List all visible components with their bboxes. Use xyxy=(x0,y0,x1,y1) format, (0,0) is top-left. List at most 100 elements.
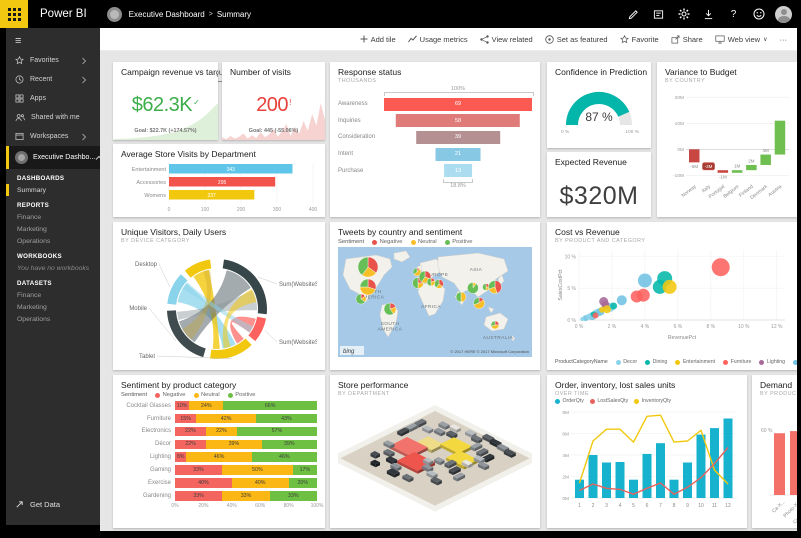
tile-response-status-funnel[interactable]: Response status THOUSANDS 100% Awareness 6… xyxy=(330,62,540,217)
sidebar-item-finance[interactable]: Finance xyxy=(17,291,42,299)
view-related-button[interactable]: View related xyxy=(479,35,533,44)
share-button[interactable]: Share xyxy=(671,35,703,44)
svg-text:Italy: Italy xyxy=(701,184,712,195)
waterfall-svg: 20M10M0M-10M-5MNorway-3MItaly-1MPortugal… xyxy=(673,95,789,201)
svg-text:2: 2 xyxy=(592,503,595,509)
svg-text:7: 7 xyxy=(659,503,662,509)
scatter-legend: ProductCategoryName Decor Dining Entertainm… xyxy=(555,359,797,365)
feedback-icon[interactable] xyxy=(646,0,671,28)
sidebar-item-marketing[interactable]: Marketing xyxy=(17,225,47,233)
svg-text:AUSTRALIA: AUSTRALIA xyxy=(483,335,514,341)
funnel-chart: 100% Awareness 69 Inquiries 58 Consideration 3… xyxy=(338,86,534,212)
tile-title: Sentiment by product category xyxy=(121,380,237,390)
breadcrumb-page[interactable]: Summary xyxy=(216,9,252,19)
svg-text:0M: 0M xyxy=(677,147,684,153)
legend-item[interactable]: Furniture xyxy=(723,359,751,365)
funnel-top-label: 100% xyxy=(450,86,466,92)
tile-cost-vs-revenue-scatter[interactable]: Cost vs Revenue BY PRODUCT AND CATEGORY … xyxy=(547,222,797,370)
tile-title: Variance to Budget xyxy=(665,67,737,77)
sidebar-item-shared-with-me[interactable]: Shared with me xyxy=(6,108,100,127)
sidebar-item-executive-dashboard[interactable]: Executive Dashbo... xyxy=(6,146,103,169)
sidebar-item-operations[interactable]: Operations xyxy=(17,315,51,323)
category-label: Exercise xyxy=(147,479,171,486)
category-label: Cocktail Glasses xyxy=(126,402,171,409)
tile-tweets-map[interactable]: Tweets by country and sentiment Sentimen… xyxy=(330,222,540,370)
get-data-button[interactable]: Get Data xyxy=(15,500,60,509)
sidebar-item-label: Workspaces xyxy=(30,133,69,140)
sidebar-item-recent[interactable]: Recent xyxy=(6,70,100,89)
bar-segment: 46% xyxy=(186,452,252,462)
legend-item[interactable]: Neutral xyxy=(410,239,437,245)
svg-text:1M: 1M xyxy=(734,164,741,169)
set-as-featured-button[interactable]: Set as featured xyxy=(545,35,608,44)
sidebar-item-operations[interactable]: Operations xyxy=(17,237,51,245)
legend-item[interactable]: Positive xyxy=(444,239,473,245)
svg-text:Sum(WebsiteS...: Sum(WebsiteS... xyxy=(279,282,317,288)
tile-order-inventory-combo[interactable]: Order, inventory, lost sales units OVER … xyxy=(547,375,747,528)
sidebar-item-apps[interactable]: Apps xyxy=(6,89,100,108)
user-avatar[interactable] xyxy=(775,5,792,23)
legend-item[interactable]: Negative xyxy=(372,239,403,245)
tile-campaign-revenue-kpi[interactable]: Campaign revenue vs target $62.3K✓ Goal: … xyxy=(113,62,218,140)
legend-item[interactable]: InventoryQty xyxy=(634,398,671,404)
legend-item[interactable]: Positive xyxy=(227,392,256,398)
legend-item[interactable]: Dining xyxy=(645,359,667,365)
app-title[interactable]: Power BI xyxy=(40,8,87,20)
sidebar-section-header: DASHBOARDS xyxy=(17,175,65,182)
download-icon[interactable] xyxy=(696,0,721,28)
sidebar-item-favorites[interactable]: Favorites xyxy=(6,51,100,70)
tile-number-of-visits-kpi[interactable]: Number of visits 200! Goal: 445 (-55.06%) xyxy=(222,62,325,140)
tile-demand[interactable]: Demand BY PRODUC... 60 %Ca-X...Photo-X..… xyxy=(752,375,797,528)
tile-variance-to-budget[interactable]: Variance to Budget BY COUNTRY 20M 10M 0M -1… xyxy=(657,62,797,217)
funnel-bar: 69 xyxy=(384,97,532,111)
legend-item[interactable]: Entertainment xyxy=(675,359,715,365)
usage-metrics-button[interactable]: Usage metrics xyxy=(407,35,468,44)
tile-sentiment-stacked-bar[interactable]: Sentiment by product category Sentiment N… xyxy=(113,375,325,528)
breadcrumb-group[interactable]: Executive Dashboard xyxy=(128,9,205,19)
bar-segment: 22% xyxy=(205,426,237,437)
hamburger-menu-icon[interactable]: ≡ xyxy=(15,35,22,47)
settings-gear-icon[interactable] xyxy=(671,0,696,28)
tile-unique-visitors-chord[interactable]: Unique Visitors, Daily Users BY DEVICE C… xyxy=(113,222,325,370)
help-icon[interactable]: ? xyxy=(730,8,737,20)
legend-item[interactable]: Pillows & Cushions xyxy=(793,359,797,365)
more-options-button[interactable]: ··· xyxy=(779,34,788,44)
svg-text:8 %: 8 % xyxy=(707,324,716,330)
web-view-selector[interactable]: Web view ∨ xyxy=(715,35,768,44)
sidebar-item-finance[interactable]: Finance xyxy=(17,213,42,221)
bar-chart: 0 100 200 300 400 Entertainment 343 Accessories… xyxy=(121,161,317,217)
add-tile-button[interactable]: Add tile xyxy=(360,35,396,44)
edit-icon[interactable] xyxy=(621,0,646,28)
sidebar-item-summary[interactable]: Summary xyxy=(6,184,100,196)
stacked-bar-row: Décor 22% 39% 39% xyxy=(121,439,317,450)
legend-item[interactable]: Neutral xyxy=(193,392,220,398)
tile-expected-revenue-card[interactable]: Expected Revenue $320M xyxy=(547,152,651,217)
favorite-button[interactable]: Favorite xyxy=(619,34,659,44)
sidebar-item-workspaces[interactable]: Workspaces xyxy=(6,127,100,146)
funnel-bar: 39 xyxy=(416,130,500,144)
bing-map-svg[interactable]: NORTHAMERICASOUTHAMERICAEUROPEAFRICAASIA… xyxy=(338,247,532,357)
app-launcher-icon[interactable] xyxy=(0,0,28,28)
tile-average-store-visits[interactable]: Average Store Visits by Department 0 100 2… xyxy=(113,144,325,217)
clock-icon xyxy=(15,75,24,84)
tile-store-performance[interactable]: Store performance BY DEPARTMENT xyxy=(330,375,540,528)
svg-text:2M: 2M xyxy=(748,158,755,163)
legend-item[interactable]: Negative xyxy=(155,392,186,398)
tile-title: Response status xyxy=(338,67,402,77)
left-sidebar: ≡ Favorites Recent Apps Shared with me W… xyxy=(6,28,103,525)
smiley-feedback-icon[interactable] xyxy=(746,0,771,28)
legend-item[interactable]: Lighting xyxy=(759,359,785,365)
bar-segment: 10% xyxy=(175,400,190,411)
top-navigation-bar: Power BI Executive Dashboard > Summary ? xyxy=(0,0,801,28)
tile-confidence-gauge[interactable]: Confidence in Prediction 87 % 0 % 100 % xyxy=(547,62,651,148)
legend-item[interactable]: OrderQty xyxy=(555,398,584,404)
tile-title: Number of visits xyxy=(230,67,291,77)
legend-item[interactable]: Decor xyxy=(615,359,637,365)
sidebar-item-marketing[interactable]: Marketing xyxy=(17,303,47,311)
card-value: $320M xyxy=(559,181,639,210)
tile-title: Order, inventory, lost sales units xyxy=(555,380,676,390)
legend-item[interactable]: LostSalesQty xyxy=(589,398,628,404)
bing-logo: bing xyxy=(343,349,355,355)
svg-text:8: 8 xyxy=(673,503,676,509)
svg-text:-5M: -5M xyxy=(690,164,698,169)
